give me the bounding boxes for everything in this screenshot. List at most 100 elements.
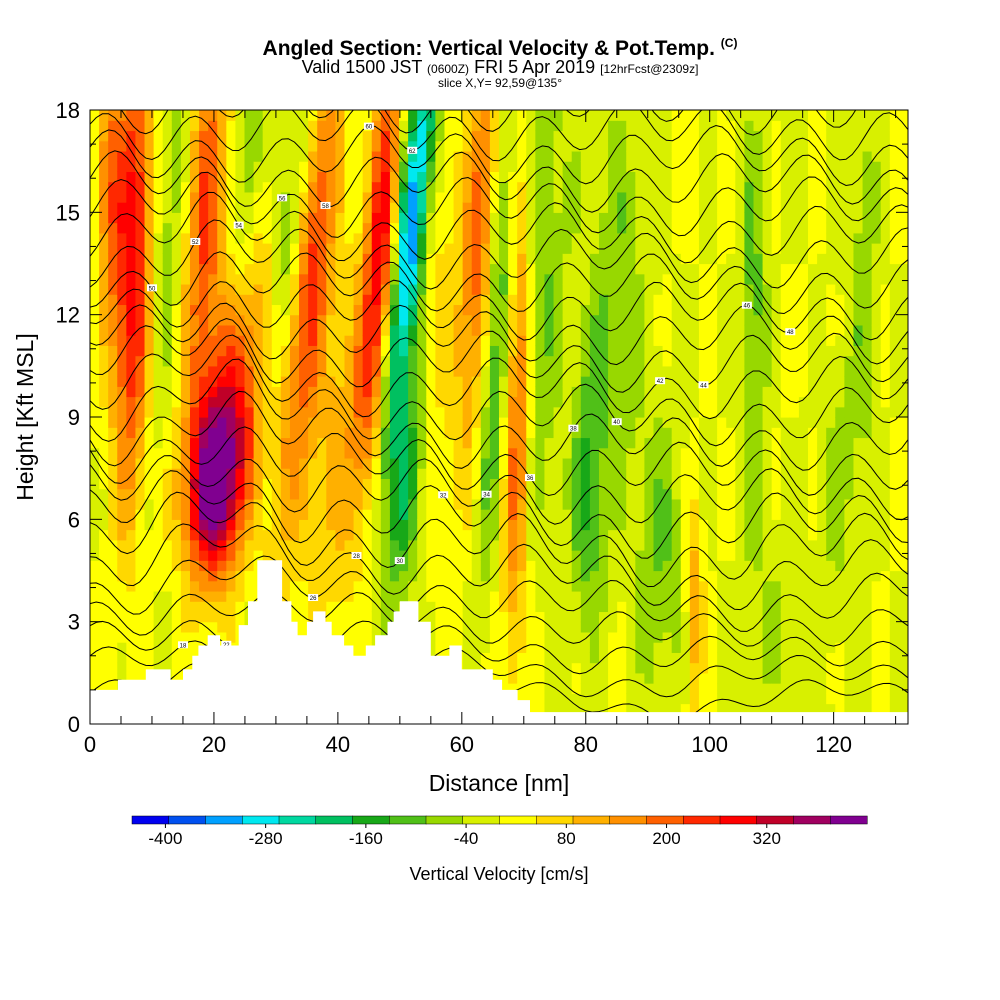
velocity-cell bbox=[762, 550, 773, 561]
velocity-cell bbox=[680, 570, 691, 582]
velocity-cell bbox=[817, 519, 827, 531]
velocity-cell bbox=[689, 580, 700, 592]
velocity-cell bbox=[244, 580, 255, 592]
velocity-cell bbox=[535, 662, 546, 674]
velocity-cell bbox=[326, 376, 336, 387]
velocity-cell bbox=[135, 621, 146, 633]
velocity-cell bbox=[162, 294, 173, 306]
velocity-cell bbox=[589, 355, 600, 367]
velocity-cell bbox=[271, 130, 282, 142]
velocity-cell bbox=[489, 519, 500, 531]
velocity-cell bbox=[835, 335, 845, 346]
velocity-cell bbox=[171, 222, 182, 234]
velocity-cell bbox=[180, 539, 191, 551]
velocity-cell bbox=[208, 181, 218, 193]
velocity-cell bbox=[762, 283, 773, 295]
velocity-cell bbox=[353, 181, 364, 193]
velocity-cell bbox=[144, 580, 155, 592]
velocity-cell bbox=[444, 232, 455, 244]
velocity-cell bbox=[553, 365, 564, 377]
velocity-cell bbox=[571, 662, 582, 674]
velocity-cell bbox=[108, 652, 118, 664]
velocity-cell bbox=[426, 222, 436, 234]
velocity-cell bbox=[689, 683, 700, 694]
velocity-cell bbox=[553, 345, 564, 357]
velocity-cell bbox=[135, 468, 146, 479]
velocity-cell bbox=[480, 314, 491, 326]
velocity-cell bbox=[808, 570, 818, 582]
velocity-cell bbox=[244, 406, 255, 418]
velocity-cell bbox=[726, 376, 736, 387]
velocity-cell bbox=[471, 642, 482, 653]
velocity-cell bbox=[353, 457, 364, 469]
velocity-cell bbox=[217, 294, 227, 306]
velocity-cell bbox=[817, 601, 827, 613]
velocity-cell bbox=[117, 191, 127, 203]
velocity-cell bbox=[835, 631, 845, 643]
velocity-cell bbox=[617, 232, 627, 244]
velocity-cell bbox=[826, 550, 836, 561]
velocity-cell bbox=[317, 345, 327, 357]
velocity-cell bbox=[789, 314, 800, 326]
velocity-cell bbox=[180, 437, 191, 449]
velocity-cell bbox=[226, 202, 237, 213]
velocity-cell bbox=[562, 263, 573, 275]
velocity-cell bbox=[262, 263, 273, 275]
velocity-cell bbox=[753, 611, 764, 623]
velocity-cell bbox=[644, 314, 655, 326]
velocity-cell bbox=[235, 376, 246, 387]
velocity-cell bbox=[90, 580, 100, 592]
velocity-cell bbox=[126, 243, 137, 254]
velocity-cell bbox=[626, 427, 636, 439]
velocity-cell bbox=[789, 427, 800, 439]
velocity-cell bbox=[762, 683, 773, 694]
velocity-cell bbox=[635, 345, 646, 357]
velocity-cell bbox=[326, 304, 336, 316]
velocity-cell bbox=[817, 683, 827, 694]
velocity-cell bbox=[471, 365, 482, 377]
velocity-cell bbox=[271, 314, 282, 326]
velocity-cell bbox=[153, 191, 164, 203]
velocity-cell bbox=[308, 150, 318, 162]
velocity-cell bbox=[589, 120, 600, 132]
velocity-cell bbox=[580, 509, 591, 520]
velocity-cell bbox=[426, 140, 436, 152]
velocity-cell bbox=[571, 417, 582, 428]
velocity-cell bbox=[489, 529, 500, 541]
velocity-cell bbox=[308, 294, 318, 306]
velocity-cell bbox=[144, 396, 155, 408]
velocity-cell bbox=[535, 263, 546, 275]
velocity-cell bbox=[199, 417, 209, 428]
velocity-cell bbox=[680, 488, 691, 500]
velocity-cell bbox=[708, 212, 718, 224]
velocity-cell bbox=[399, 365, 409, 377]
velocity-cell bbox=[826, 601, 836, 613]
velocity-cell bbox=[253, 468, 264, 479]
velocity-cell bbox=[726, 161, 736, 172]
velocity-cell bbox=[671, 365, 682, 377]
velocity-cell bbox=[344, 550, 355, 561]
velocity-cell bbox=[771, 120, 782, 132]
velocity-cell bbox=[380, 447, 391, 459]
velocity-cell bbox=[189, 283, 200, 295]
velocity-cell bbox=[244, 539, 255, 551]
velocity-cell bbox=[235, 273, 246, 285]
velocity-cell bbox=[126, 212, 137, 224]
velocity-cell bbox=[798, 304, 809, 316]
velocity-cell bbox=[544, 683, 555, 694]
velocity-cell bbox=[180, 560, 191, 572]
velocity-cell bbox=[299, 417, 309, 428]
velocity-cell bbox=[162, 120, 173, 132]
velocity-cell bbox=[399, 263, 409, 275]
velocity-cell bbox=[553, 611, 564, 623]
velocity-cell bbox=[235, 550, 246, 561]
velocity-cell bbox=[289, 580, 300, 592]
velocity-cell bbox=[617, 652, 627, 664]
velocity-cell bbox=[317, 386, 327, 398]
velocity-cell bbox=[226, 324, 237, 336]
velocity-cell bbox=[480, 243, 491, 254]
velocity-cell bbox=[626, 457, 636, 469]
velocity-cell bbox=[526, 601, 536, 613]
velocity-cell bbox=[726, 253, 736, 265]
velocity-cell bbox=[680, 631, 691, 643]
